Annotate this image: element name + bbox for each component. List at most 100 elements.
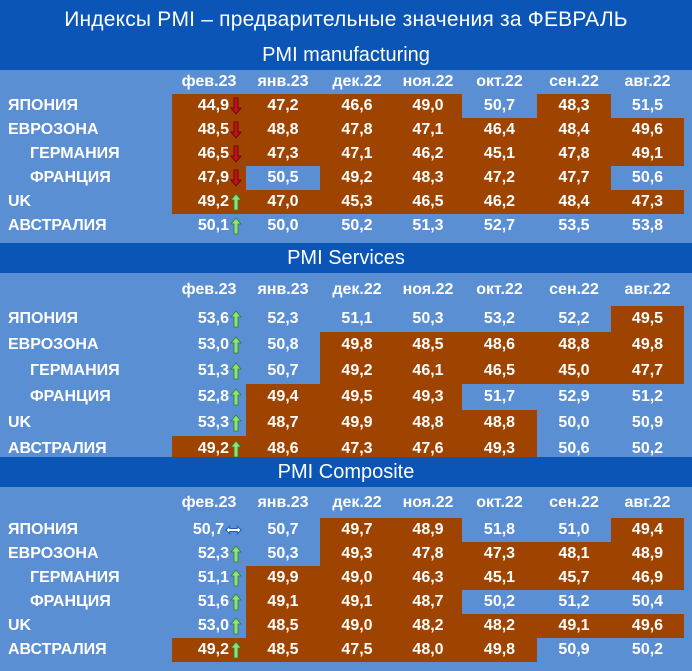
cell-value: 47,3 (631, 193, 664, 210)
cell-value: 49,5 (631, 310, 664, 327)
data-cell: 49,1 (320, 590, 394, 614)
row-label: ЯПОНИЯ (8, 310, 78, 327)
data-cell: 48,5 (246, 638, 320, 662)
cell-value: 52,2 (558, 310, 590, 327)
data-cell: 48,1 (537, 542, 611, 566)
cell-value: 47,8 (341, 121, 373, 138)
data-cell: 46,1 (394, 358, 462, 384)
cell-value: 47,2 (483, 169, 516, 186)
data-cell: 49,5 (611, 306, 684, 332)
data-cell: 49,2 (172, 190, 246, 214)
data-cell: 49,3 (320, 542, 394, 566)
arrow-up-icon (230, 193, 242, 211)
data-cell: 47,7 (537, 166, 611, 190)
data-cell: 49,1 (537, 614, 611, 638)
cell-value: 49,8 (341, 336, 373, 353)
data-cell: 53,0 (172, 332, 246, 358)
cell-value: 47,7 (558, 169, 590, 186)
column-header: дек.22 (332, 73, 382, 90)
cell-value: 53,3 (197, 414, 229, 431)
cell-value: 44,9 (197, 97, 229, 114)
data-cell: 47,8 (537, 142, 611, 166)
data-cell: 45,3 (320, 190, 394, 214)
column-header: сен.22 (549, 73, 599, 90)
data-cell: 52,3 (246, 306, 320, 332)
row-label: UK (8, 414, 32, 431)
cell-value: 50,3 (412, 310, 444, 327)
cell-value: 48,2 (483, 617, 516, 634)
cell-value: 49,4 (267, 388, 299, 405)
cell-value: 47,8 (558, 145, 590, 162)
data-cell: 51,3 (394, 214, 462, 238)
cell-value: 49,2 (341, 169, 373, 186)
cell-value: 52,7 (483, 217, 516, 234)
cell-value: 47,5 (341, 641, 373, 658)
cell-value: 48,3 (412, 169, 444, 186)
cell-value: 49,3 (483, 440, 516, 457)
arrow-up-icon (230, 617, 242, 635)
cell-value: 50,3 (267, 545, 299, 562)
cell-value: 46,4 (483, 121, 516, 138)
column-header: сен.22 (549, 493, 599, 511)
data-cell: 52,2 (537, 306, 611, 332)
data-cell: 49,2 (172, 638, 246, 662)
row-label: ГЕРМАНИЯ (30, 145, 120, 162)
cell-value: 49,9 (341, 414, 373, 431)
column-header: фев.23 (181, 73, 237, 90)
column-header: авг.22 (624, 73, 671, 90)
row-label: ГЕРМАНИЯ (30, 569, 120, 586)
data-cell: 46,2 (394, 142, 462, 166)
data-cell: 47,2 (246, 94, 320, 118)
cell-value: 50,7 (192, 521, 224, 538)
arrow-down-icon (230, 121, 242, 139)
cell-value: 48,0 (412, 641, 444, 658)
cell-value: 48,5 (267, 617, 299, 634)
data-cell: 50,0 (246, 214, 320, 238)
row-label: UK (8, 193, 32, 210)
data-cell: 50,1 (172, 214, 246, 238)
cell-value: 48,5 (197, 121, 229, 138)
data-cell: 48,0 (394, 638, 462, 662)
cell-value: 53,5 (558, 217, 590, 234)
row-label: ЕВРОЗОНА (8, 121, 99, 138)
arrow-both-icon (225, 525, 242, 535)
section-title: PMI Services (0, 243, 692, 273)
cell-value: 46,1 (412, 362, 444, 379)
data-cell: 49,1 (246, 590, 320, 614)
column-header: янв.23 (257, 280, 309, 298)
cell-value: 53,2 (483, 310, 516, 327)
data-cell: 46,9 (611, 566, 684, 590)
cell-value: 52,9 (558, 388, 590, 405)
data-cell: 51,0 (537, 518, 611, 542)
cell-value: 50,6 (558, 440, 590, 457)
cell-value: 49,1 (558, 617, 590, 634)
data-cell: 48,3 (537, 94, 611, 118)
data-cell: 45,1 (462, 566, 537, 590)
cell-value: 49,5 (341, 388, 373, 405)
cell-value: 53,0 (197, 617, 229, 634)
data-cell: 51,2 (537, 590, 611, 614)
data-cell: 49,9 (246, 566, 320, 590)
data-cell: 47,9 (172, 166, 246, 190)
data-cell: 46,5 (462, 358, 537, 384)
section-title: PMI Composite (0, 457, 692, 487)
column-header: окт.22 (476, 280, 523, 298)
data-cell: 48,8 (394, 410, 462, 436)
cell-value: 48,8 (483, 414, 516, 431)
column-header: янв.23 (257, 73, 309, 90)
cell-value: 48,7 (267, 414, 299, 431)
cell-value: 47,2 (267, 97, 299, 114)
data-cell: 45,7 (537, 566, 611, 590)
data-cell: 48,7 (394, 590, 462, 614)
cell-value: 50,2 (631, 641, 664, 658)
data-cell: 48,9 (611, 542, 684, 566)
column-header: ноя.22 (402, 280, 454, 298)
data-cell: 53,6 (172, 306, 246, 332)
row-label: ЯПОНИЯ (8, 521, 78, 538)
data-cell: 46,2 (462, 190, 537, 214)
arrow-up-icon (230, 414, 242, 432)
data-cell: 48,9 (394, 518, 462, 542)
row-label: ФРАНЦИЯ (30, 388, 111, 405)
column-header: сен.22 (549, 280, 599, 298)
section-table: фев.23 янв.23 дек.22 ноя.22 окт.22 сен.22 авг.… (4, 487, 688, 671)
